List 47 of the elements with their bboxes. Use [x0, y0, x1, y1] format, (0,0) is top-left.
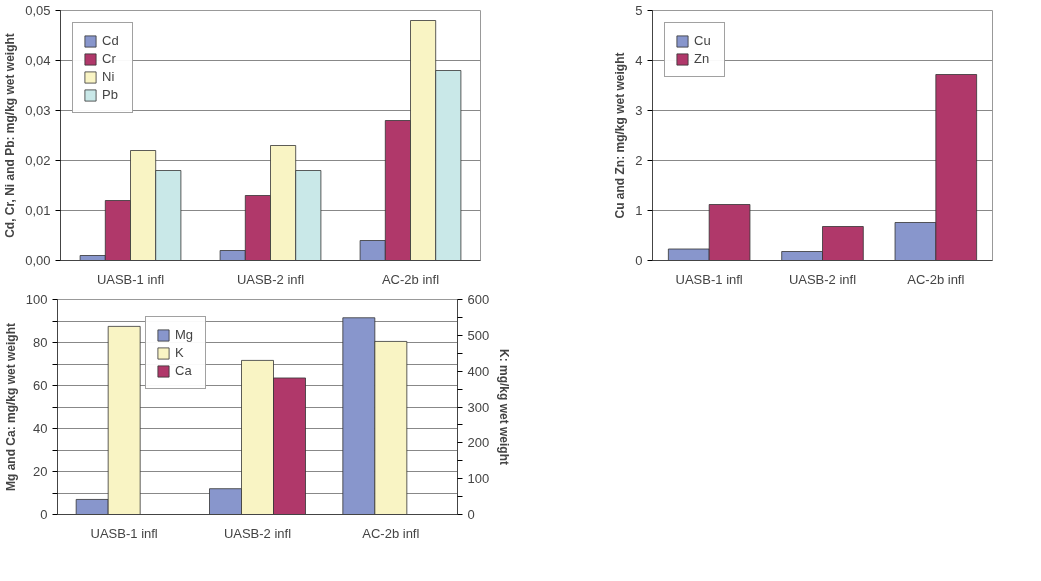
- x-tick-label: AC-2b infl: [381, 271, 440, 287]
- x-tick-label: AC-2b infl: [362, 525, 420, 541]
- y2-tick-label: 300: [467, 399, 490, 415]
- y2-axis-title: K: mg/kg wet weight: [497, 349, 512, 466]
- y2-tick-label: 600: [467, 292, 490, 307]
- y-tick-label: 5: [635, 3, 643, 18]
- y-tick-label: 0: [40, 507, 48, 522]
- legend-label: Cr: [102, 51, 117, 66]
- y-tick-label: 1: [635, 203, 643, 218]
- y-tick-label: 0,03: [25, 103, 51, 118]
- x-tick-label: AC-2b infl: [907, 271, 965, 287]
- y2-tick-label: 500: [467, 327, 490, 343]
- y-tick-label: 0,01: [25, 203, 51, 218]
- y-tick-label: 0: [635, 253, 643, 268]
- y-tick-label: 0,00: [25, 253, 51, 268]
- y-tick-label: 100: [25, 292, 48, 307]
- x-tick-label: UASB-2 infl: [788, 271, 857, 287]
- y-axis-title: Mg and Ca: mg/kg wet weight: [3, 322, 18, 491]
- y-tick-label: 3: [635, 103, 643, 118]
- y-tick-label: 40: [33, 421, 48, 436]
- x-tick-label: UASB-1 infl: [675, 271, 743, 287]
- y2-tick-label: 0: [467, 507, 475, 522]
- y-tick-label: 0,02: [25, 153, 51, 168]
- legend-label: Zn: [694, 51, 711, 66]
- x-tick-label: UASB-1 infl: [96, 271, 165, 287]
- legend-label: Ca: [175, 363, 193, 378]
- y-axis-title: Cd, Cr, Ni and Pb: mg/kg wet weight: [3, 33, 18, 238]
- y-tick-label: 60: [33, 378, 48, 393]
- y2-tick-label: 200: [467, 435, 490, 451]
- legend-label: Ni: [102, 69, 116, 84]
- x-tick-label: UASB-2 infl: [223, 525, 292, 541]
- legend-label: Pb: [102, 87, 119, 102]
- y-axis-title: Cu and Zn: mg/kg wet weight: [613, 52, 628, 219]
- x-tick-label: UASB-2 infl: [236, 271, 305, 287]
- y-tick-label: 20: [33, 464, 48, 479]
- y2-tick-label: 400: [467, 363, 490, 379]
- y-tick-label: 80: [33, 335, 48, 350]
- legend-label: Cu: [694, 33, 712, 48]
- y-tick-label: 0,05: [25, 3, 51, 18]
- legend-label: K: [175, 345, 185, 360]
- legend-label: Cd: [102, 33, 120, 48]
- y-tick-label: 2: [635, 153, 643, 168]
- y2-tick-label: 100: [467, 471, 490, 487]
- y-tick-label: 0,04: [25, 53, 51, 68]
- x-tick-label: UASB-1 infl: [90, 525, 158, 541]
- y-tick-label: 4: [635, 53, 643, 68]
- legend-label: Mg: [175, 327, 195, 342]
